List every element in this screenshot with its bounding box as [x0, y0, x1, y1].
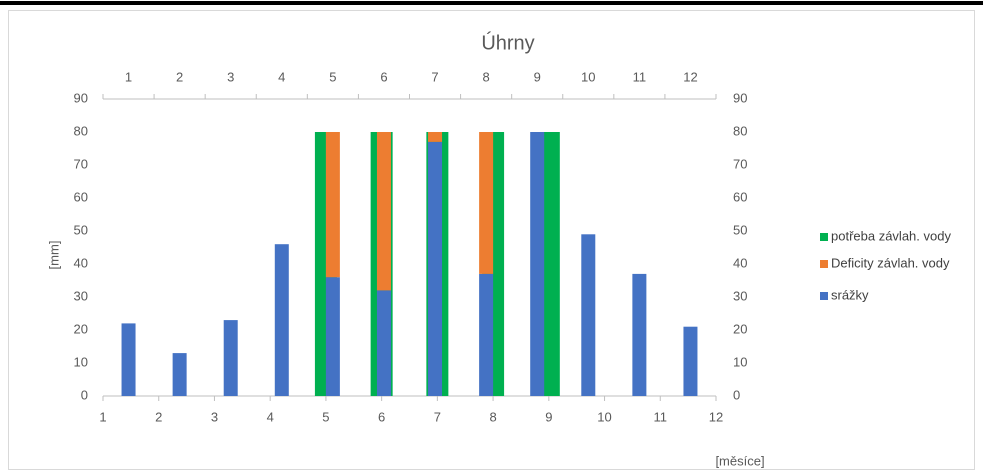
chart-border: [8, 10, 975, 470]
bar: [376, 132, 391, 291]
category-label: 6: [380, 69, 387, 84]
bar: [632, 273, 647, 396]
y-tick-label: 50: [74, 222, 88, 237]
bar: [479, 273, 494, 396]
legend-swatch: [820, 292, 828, 300]
bar: [581, 234, 596, 396]
y2-tick-label: 0: [733, 387, 740, 402]
x-tick-label: 6: [378, 409, 385, 424]
y-tick-label: 60: [74, 189, 88, 204]
y2-tick-label: 40: [733, 255, 747, 270]
category-label: 1: [125, 69, 132, 84]
x-tick-label: 11: [654, 409, 668, 424]
x-tick-label: 5: [322, 409, 329, 424]
chart-title: Úhrny: [481, 31, 534, 54]
category-label: 5: [329, 69, 336, 84]
y-tick-label: 70: [74, 156, 88, 171]
category-label: 4: [278, 69, 285, 84]
bar: [428, 141, 443, 396]
x-tick-label: 12: [709, 409, 723, 424]
bar: [223, 320, 238, 396]
y-tick-label: 80: [74, 123, 88, 138]
category-label: 7: [431, 69, 438, 84]
bar: [325, 277, 340, 396]
bar: [376, 290, 391, 396]
y2-tick-label: 80: [733, 123, 747, 138]
category-label: 9: [534, 69, 541, 84]
x-tick-label: 7: [434, 409, 441, 424]
category-label: 12: [683, 69, 697, 84]
y-axis-label: [mm]: [46, 241, 61, 270]
y-tick-label: 0: [81, 387, 88, 402]
y2-tick-label: 60: [733, 189, 747, 204]
category-label: 2: [176, 69, 183, 84]
y-tick-label: 10: [74, 354, 88, 369]
bar: [683, 326, 698, 396]
y2-tick-label: 70: [733, 156, 747, 171]
bar: [172, 353, 187, 396]
y2-tick-label: 50: [733, 222, 747, 237]
bar: [121, 323, 136, 396]
y2-tick-label: 20: [733, 321, 747, 336]
x-tick-label: 9: [545, 409, 552, 424]
x-tick-label: 8: [489, 409, 496, 424]
x-tick-label: 3: [211, 409, 218, 424]
category-label: 3: [227, 69, 234, 84]
x-tick-label: 10: [597, 409, 611, 424]
x-tick-label: 1: [99, 409, 106, 424]
y-tick-label: 90: [74, 90, 88, 105]
y2-tick-label: 90: [733, 90, 747, 105]
legend-swatch: [820, 233, 828, 241]
category-label: 8: [483, 69, 490, 84]
y2-tick-label: 10: [733, 354, 747, 369]
x-tick-label: 2: [155, 409, 162, 424]
category-label: 11: [633, 69, 647, 84]
bar: [479, 132, 494, 274]
category-label: 10: [581, 69, 595, 84]
bar: [274, 244, 289, 396]
y2-tick-label: 30: [733, 288, 747, 303]
legend-label: potřeba závlah. vody: [831, 228, 951, 243]
y-tick-label: 20: [74, 321, 88, 336]
bar: [325, 132, 340, 278]
y-tick-label: 40: [74, 255, 88, 270]
bar: [428, 132, 443, 142]
legend-label: Deficity závlah. vody: [831, 255, 950, 270]
legend-label: srážky: [831, 287, 869, 302]
legend-swatch: [820, 260, 828, 268]
x-axis-label: [měsíce]: [715, 453, 764, 468]
bar: [530, 132, 545, 396]
y-tick-label: 30: [74, 288, 88, 303]
x-tick-label: 4: [267, 409, 274, 424]
